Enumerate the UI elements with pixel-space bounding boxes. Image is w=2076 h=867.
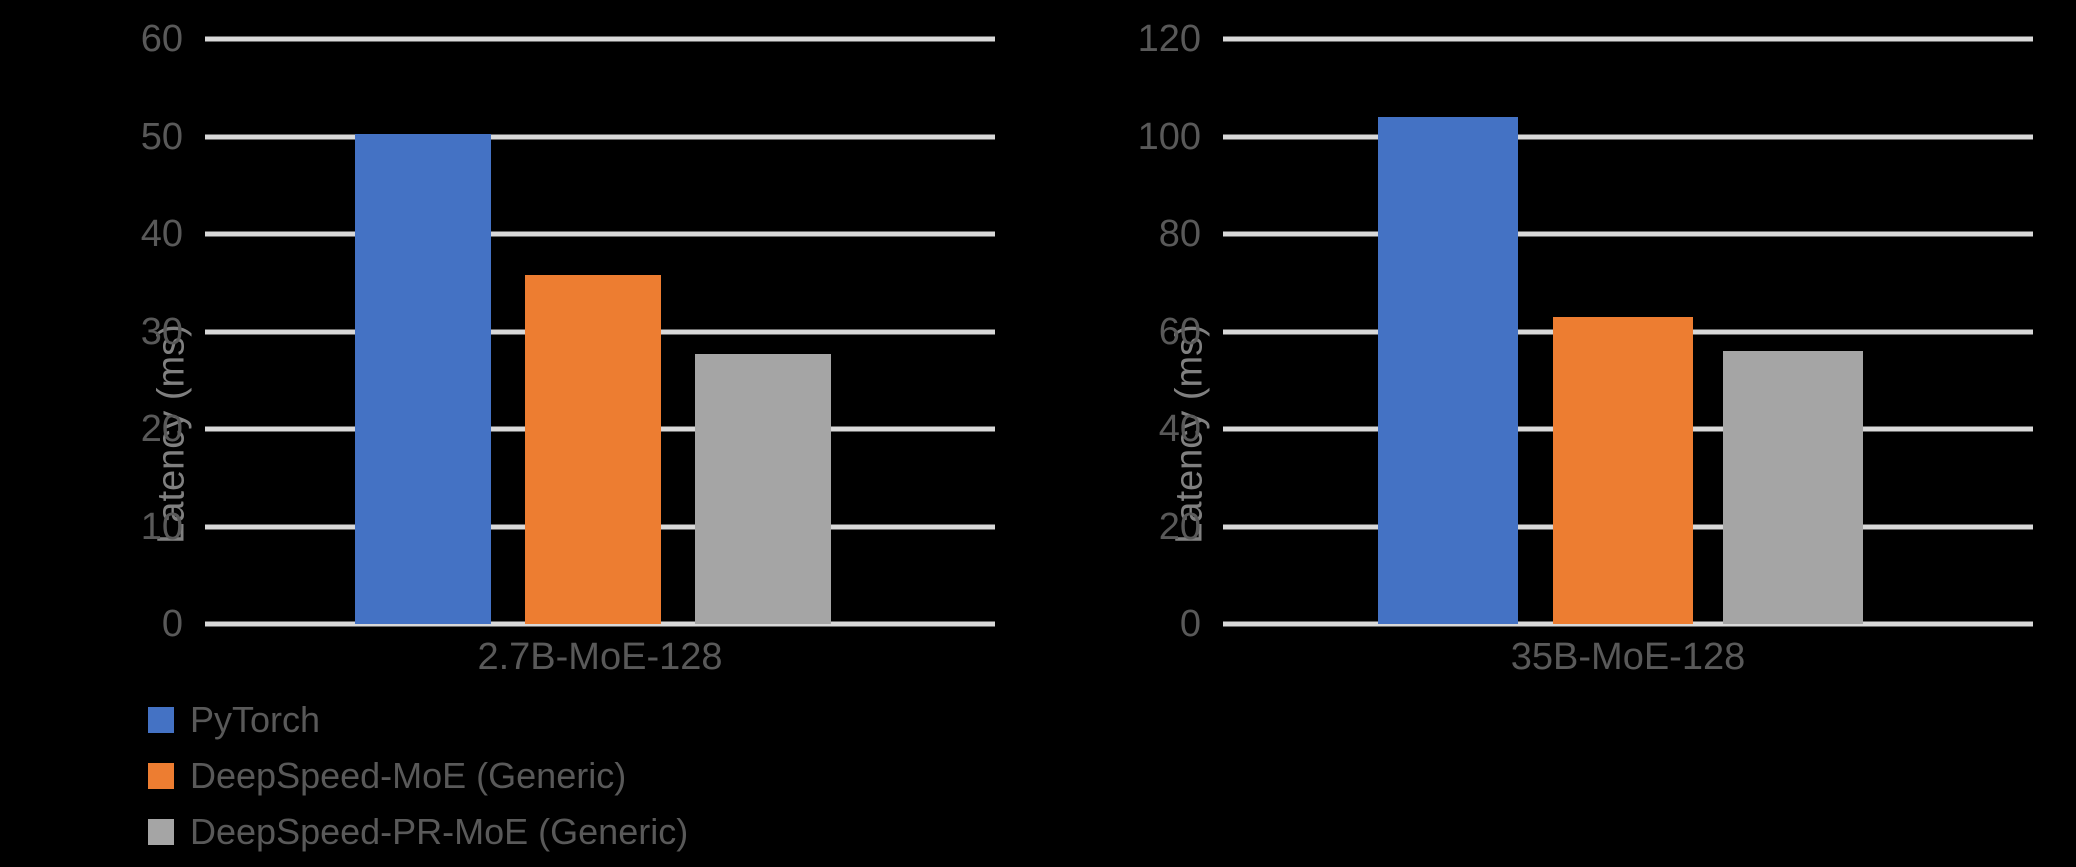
bar-deepspeed-moe-generic	[1553, 316, 1693, 624]
bar-deepspeed-moe-generic	[525, 274, 661, 624]
gridline	[1223, 36, 2033, 42]
bar-deepspeed-pr-moe-generic	[695, 353, 831, 624]
legend-item-label: DeepSpeed-MoE (Generic)	[190, 755, 627, 796]
gridline	[205, 621, 995, 627]
y-axis-tick-label: 0	[1179, 603, 1201, 645]
gridline	[205, 36, 995, 42]
plot-area-left: 60 50 40 30 20 10 0	[141, 20, 995, 643]
y-axis-tick-label: 100	[1137, 115, 1201, 158]
square-swatch-icon	[148, 707, 174, 733]
legend-item[interactable]: DeepSpeed-PR-MoE (Generic)	[148, 812, 688, 852]
bar-group-right	[1223, 39, 2033, 624]
legend-item-label: DeepSpeed-PR-MoE (Generic)	[190, 811, 689, 852]
square-swatch-icon	[148, 819, 174, 845]
y-axis-tick-label: 120	[1137, 18, 1201, 60]
y-axis-tick-label: 40	[1158, 408, 1201, 450]
bar-group-left	[205, 39, 995, 624]
y-axis-tick-label: 0	[161, 603, 183, 645]
y-axis-tick-label: 60	[140, 18, 183, 60]
y-axis-tick-label: 80	[1158, 213, 1201, 255]
legend-item[interactable]: PyTorch	[148, 700, 688, 740]
square-swatch-icon	[148, 763, 174, 789]
legend-item[interactable]: DeepSpeed-MoE (Generic)	[148, 756, 688, 796]
chart-panel-left: Latency (ms) 60 50 40 30 20 10 0 2.7B-MoE-128	[141, 20, 995, 678]
chart-legend: PyTorch DeepSpeed-MoE (Generic) DeepSpeed-…	[148, 700, 688, 852]
y-axis-tick-label: 50	[140, 115, 183, 158]
gridline	[1223, 134, 2033, 139]
y-axis-tick-label: 20	[1158, 505, 1201, 548]
gridline	[205, 134, 995, 139]
bar-pytorch	[355, 133, 491, 624]
gridline	[1223, 231, 2033, 237]
bar-pytorch	[1378, 117, 1518, 624]
chart-panel-right: Latency (ms) 120 100 80 60 40 20 0 35B-MoE-128	[1038, 0, 2076, 867]
legend-item-label: PyTorch	[190, 699, 321, 740]
gridline	[205, 231, 995, 237]
bar-deepspeed-pr-moe-generic	[1723, 351, 1863, 624]
gridline	[1223, 621, 2033, 627]
x-axis-category-label-right: 35B-MoE-128	[1510, 636, 1746, 678]
y-axis-tick-label: 60	[1158, 310, 1201, 353]
plot-area-right: 120 100 80 60 40 20 0	[1138, 20, 2033, 643]
x-axis-category-label-left: 2.7B-MoE-128	[477, 636, 723, 678]
y-axis-tick-label: 10	[140, 505, 183, 548]
y-axis-tick-label: 20	[140, 408, 183, 450]
y-axis-tick-label: 40	[140, 213, 183, 255]
y-axis-tick-label: 30	[140, 310, 183, 353]
